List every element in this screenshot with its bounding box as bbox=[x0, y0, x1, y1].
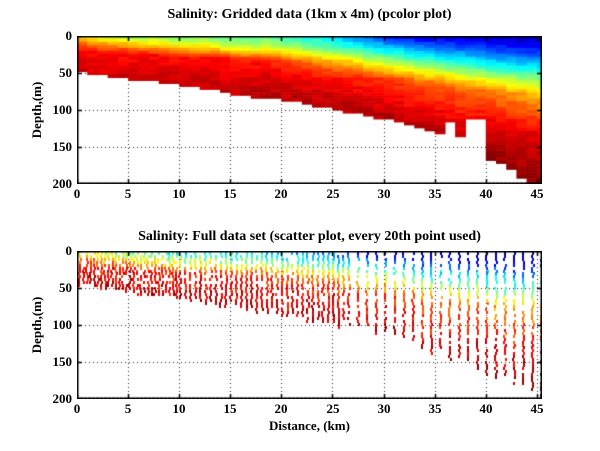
bottom-plot-title: Salinity: Full data set (scatter plot, e… bbox=[138, 229, 481, 244]
x-tick-label: 30 bbox=[377, 401, 391, 416]
scatter-plot-canvas bbox=[77, 251, 542, 399]
y-tick-label: 150 bbox=[52, 139, 73, 154]
y-tick-label: 50 bbox=[59, 65, 72, 80]
y-tick-label: 200 bbox=[52, 391, 73, 406]
x-tick-label: 10 bbox=[172, 186, 186, 201]
x-tick-label: 5 bbox=[124, 186, 132, 201]
x-tick-label: 25 bbox=[326, 186, 340, 201]
x-axis-label: Distance, (km) bbox=[269, 418, 350, 433]
y-tick-label: 100 bbox=[52, 102, 73, 117]
x-tick-label: 0 bbox=[73, 186, 81, 201]
x-tick-label: 5 bbox=[124, 401, 132, 416]
y-tick-label: 150 bbox=[52, 354, 73, 369]
x-tick-label: 25 bbox=[326, 401, 340, 416]
y-tick-label: 0 bbox=[65, 243, 73, 258]
y-tick-label: 200 bbox=[52, 176, 73, 191]
x-tick-label: 35 bbox=[428, 401, 442, 416]
top-plot-title: Salinity: Gridded data (1km x 4m) (pcolo… bbox=[167, 7, 452, 22]
x-tick-label: 20 bbox=[274, 186, 288, 201]
x-tick-label: 45 bbox=[530, 186, 544, 201]
y-tick-label: 0 bbox=[65, 28, 73, 43]
x-tick-label: 35 bbox=[428, 186, 442, 201]
x-tick-label: 15 bbox=[223, 401, 237, 416]
x-tick-label: 45 bbox=[530, 401, 544, 416]
x-tick-label: 0 bbox=[73, 401, 81, 416]
x-tick-label: 30 bbox=[377, 186, 391, 201]
x-tick-label: 20 bbox=[274, 401, 288, 416]
x-tick-label: 40 bbox=[479, 186, 493, 201]
pcolor-plot-canvas bbox=[77, 36, 542, 184]
x-tick-label: 40 bbox=[479, 401, 493, 416]
x-tick-label: 15 bbox=[223, 186, 237, 201]
x-tick-label: 10 bbox=[172, 401, 186, 416]
y-tick-label: 100 bbox=[52, 317, 73, 332]
y-tick-label: 50 bbox=[59, 280, 72, 295]
